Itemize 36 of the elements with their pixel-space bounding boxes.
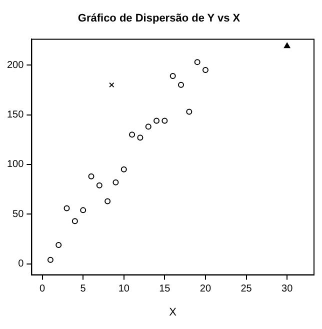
y-tick-label: 200 [6,60,24,71]
point [162,118,168,124]
x-tick-label: 5 [80,284,86,295]
point [112,179,119,186]
point [120,166,127,172]
x-axis-title: X [169,306,178,318]
point [109,82,114,88]
y-tick-label: 50 [12,208,24,220]
y-tick-label: 150 [6,110,24,120]
y-tick-label: 100 [6,159,24,170]
point [186,108,192,115]
point [47,256,54,263]
point [64,205,70,212]
point [88,173,94,180]
chart-title: Gráfico de Dispersão de Y vs X [78,12,241,25]
point [154,118,160,124]
x-tick-label: 25 [240,284,252,295]
point [80,207,86,214]
x-tick-label: 20 [200,284,212,295]
y-tick-label: 0 [18,258,24,270]
point [145,124,152,130]
x-tick-label: 10 [118,284,130,295]
point [96,182,102,188]
point [202,67,208,74]
point [194,59,200,66]
point [170,72,176,79]
point [129,132,136,138]
point [178,82,184,88]
point [284,42,290,48]
point [56,242,62,248]
x-tick-label: 0 [40,284,46,295]
x-tick-label: 30 [282,284,294,295]
point [137,134,144,141]
point [72,218,78,224]
x-tick-label: 15 [159,284,171,295]
point [104,198,111,204]
